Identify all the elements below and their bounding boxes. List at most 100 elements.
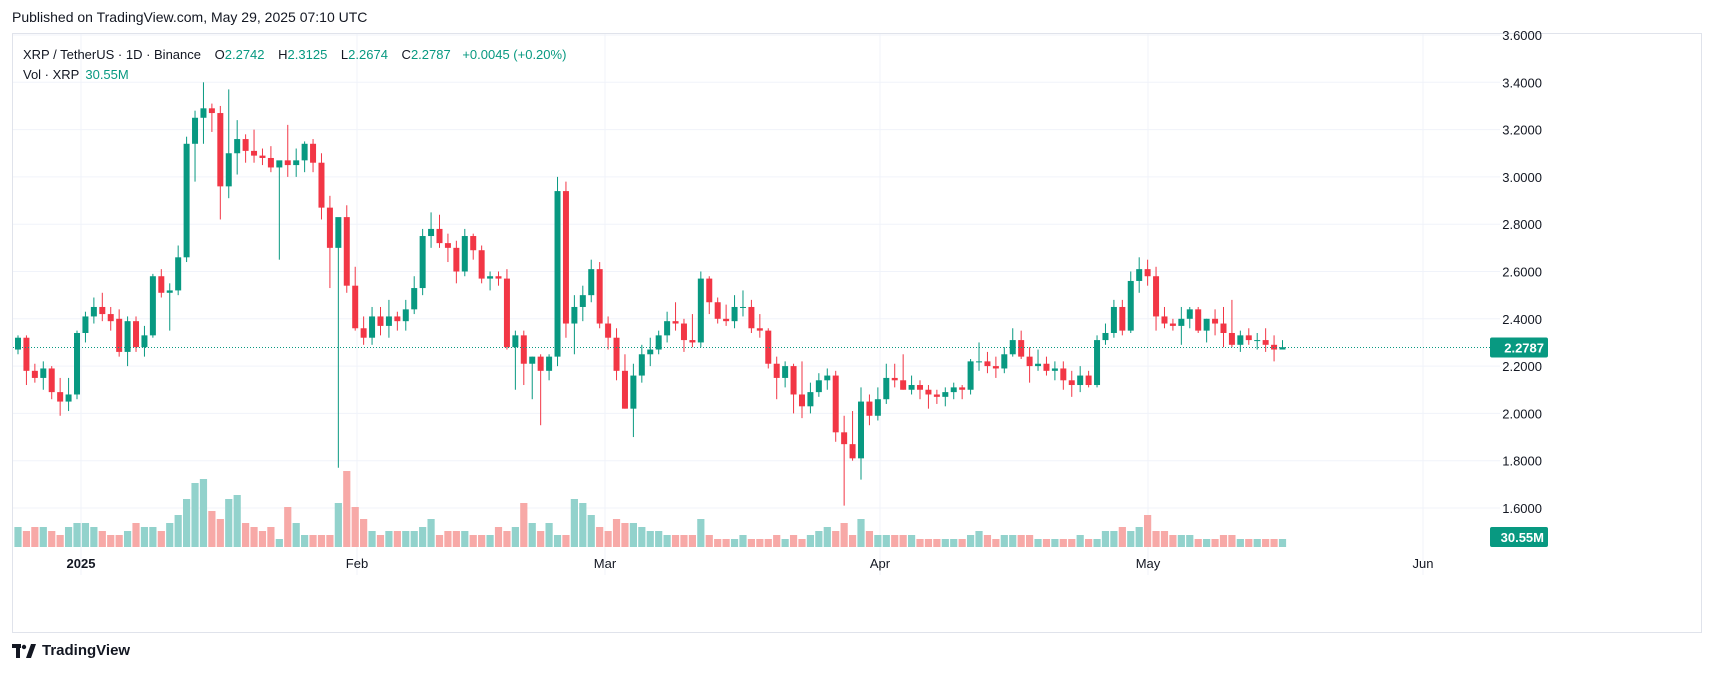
volume-bar	[419, 527, 427, 547]
volume-bar	[1152, 531, 1160, 547]
volume-bar	[832, 531, 840, 547]
volume-bar	[368, 531, 376, 547]
volume-bar	[1228, 535, 1236, 547]
volume-bar	[1101, 531, 1110, 547]
candle-body	[1228, 332, 1235, 345]
candle-body	[200, 108, 207, 118]
volume-bar	[1000, 535, 1008, 547]
candle-body	[293, 160, 300, 166]
volume-bar	[789, 535, 798, 547]
volume-bar	[1219, 535, 1228, 547]
candle-body	[967, 361, 974, 390]
chart-frame	[12, 33, 1702, 633]
symbol-name[interactable]: XRP / TetherUS · 1D · Binance	[23, 47, 201, 62]
candle-body	[1102, 332, 1109, 341]
candle-body	[900, 380, 907, 390]
volume-bar	[1211, 539, 1219, 547]
candle-body	[453, 247, 460, 272]
candle-body	[217, 113, 224, 187]
volume-bar	[317, 535, 326, 547]
volume-bar	[638, 527, 646, 547]
candle-body	[225, 153, 232, 187]
candle-body	[579, 295, 586, 307]
volume-bar	[933, 539, 941, 547]
candle-body	[697, 278, 704, 343]
volume-bar	[427, 519, 435, 547]
volume-bar	[815, 531, 823, 547]
volume-bar	[781, 539, 789, 547]
candle-body	[1279, 347, 1286, 350]
close-label: C	[401, 47, 411, 62]
candle-body	[950, 387, 957, 393]
volume-bar	[351, 507, 359, 547]
candle-body	[1203, 318, 1210, 331]
price-tick-label: 3.2000	[1502, 123, 1542, 138]
volume-bar	[233, 495, 241, 547]
volume-value: 30.55M	[85, 67, 129, 82]
volume-bar	[1085, 539, 1093, 547]
volume-bar	[924, 539, 933, 547]
candle-body	[613, 337, 620, 371]
price-tick-label: 2.8000	[1502, 217, 1542, 232]
footer-brand[interactable]: TradingView	[12, 642, 130, 659]
volume-bar	[646, 531, 654, 547]
volume-bar	[39, 527, 47, 547]
candle-body	[411, 288, 418, 310]
candle-body	[992, 366, 999, 369]
volume-bar	[840, 523, 848, 547]
volume-bar	[680, 535, 688, 547]
volume-bar	[98, 531, 106, 547]
candle-body	[1060, 368, 1067, 381]
candle-body	[1245, 335, 1252, 341]
candle-body	[588, 269, 595, 296]
volume-bar	[81, 523, 90, 547]
candle-body	[765, 330, 772, 364]
candle-body	[1119, 306, 1126, 331]
candle-body	[360, 328, 367, 338]
volume-bar	[579, 503, 587, 547]
candle-body	[1051, 368, 1058, 371]
candle-body	[790, 366, 797, 395]
volume-bar	[14, 527, 22, 547]
volume-bar	[747, 539, 756, 547]
candle-body	[503, 278, 510, 348]
volume-bar	[301, 535, 309, 547]
volume-bar	[1135, 527, 1143, 547]
volume-bar	[882, 535, 890, 547]
candle-body	[1178, 318, 1185, 326]
candle-body	[756, 328, 763, 331]
volume-bar	[722, 539, 730, 547]
candle-body	[832, 375, 839, 433]
volume-bar	[1093, 539, 1101, 547]
volume-badge-text: 30.55M	[1501, 530, 1544, 545]
candle-body	[478, 250, 485, 279]
candle-body	[976, 361, 983, 363]
candle-body	[1220, 323, 1227, 333]
candle-body	[554, 191, 561, 357]
volume-bar	[284, 507, 292, 547]
volume-bar	[1017, 535, 1025, 547]
volume-bar	[360, 519, 368, 547]
volume-badge	[1490, 527, 1548, 547]
volume-bar	[31, 527, 39, 547]
volume-bar	[149, 527, 157, 547]
volume-bar	[545, 523, 553, 547]
candle-body	[748, 306, 755, 329]
price-candles	[15, 82, 1286, 506]
candle-body	[251, 150, 258, 156]
volume-label[interactable]: Vol · XRP	[23, 67, 80, 82]
price-tick-label: 3.6000	[1502, 28, 1542, 43]
candle-body	[680, 323, 687, 341]
volume-bar	[267, 527, 275, 547]
volume-bar	[562, 535, 570, 547]
candle-body	[1018, 340, 1025, 357]
candle-body	[798, 394, 805, 407]
volume-bars	[14, 471, 1287, 547]
candle-body	[891, 377, 898, 381]
price-tick-label: 3.4000	[1502, 75, 1542, 90]
open-label: O	[214, 47, 225, 62]
volume-bar	[503, 531, 511, 547]
price-tick-label: 2.2000	[1502, 359, 1542, 374]
candle-body	[461, 236, 468, 272]
